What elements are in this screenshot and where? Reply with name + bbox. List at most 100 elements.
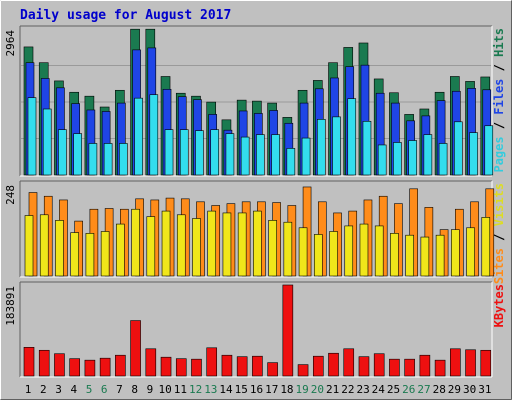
bar-kbytes-day-4 xyxy=(69,358,80,377)
bar-visits-day-11 xyxy=(176,214,186,277)
bar-pages-day-22 xyxy=(347,98,357,176)
bar-visits-day-13 xyxy=(207,210,217,277)
legend-1: / xyxy=(492,115,506,137)
chart-title: Daily usage for August 2017 xyxy=(20,8,231,23)
bar-visits-day-27 xyxy=(420,236,430,277)
bar-visits-day-1 xyxy=(24,215,34,277)
bar-kbytes-day-7 xyxy=(115,354,126,377)
bar-kbytes-day-18 xyxy=(282,284,294,377)
day-label-10: 10 xyxy=(159,383,172,396)
bar-pages-day-12 xyxy=(195,130,204,176)
series-legend: Pages / Files / Hits xyxy=(492,28,506,173)
legend-2: Files xyxy=(492,79,506,115)
bar-visits-day-29 xyxy=(451,229,460,277)
day-label-30: 30 xyxy=(463,383,476,396)
day-label-5: 5 xyxy=(86,383,93,396)
day-label-25: 25 xyxy=(387,383,400,396)
bar-kbytes-day-5 xyxy=(84,359,96,377)
day-label-14: 14 xyxy=(219,383,233,396)
bar-kbytes-day-25 xyxy=(389,358,400,377)
bar-kbytes-day-10 xyxy=(160,356,172,377)
bar-pages-day-28 xyxy=(438,143,448,176)
panel-kbytes: 183891 KBytes xyxy=(4,281,506,378)
day-label-20: 20 xyxy=(311,383,324,396)
day-label-26: 26 xyxy=(402,383,415,396)
day-label-17: 17 xyxy=(265,383,278,396)
bar-pages-day-6 xyxy=(103,143,113,176)
day-label-12: 12 xyxy=(189,383,202,396)
bar-pages-day-17 xyxy=(271,134,280,176)
bar-pages-day-11 xyxy=(179,129,189,176)
bar-kbytes-day-29 xyxy=(450,348,461,377)
day-label-2: 2 xyxy=(40,383,47,396)
bar-pages-day-31 xyxy=(484,125,494,176)
bar-kbytes-day-22 xyxy=(343,348,355,377)
bar-kbytes-day-16 xyxy=(252,355,263,377)
bar-kbytes-day-30 xyxy=(465,349,476,377)
bar-kbytes-day-17 xyxy=(267,362,278,377)
day-label-1: 1 xyxy=(25,383,32,396)
bar-visits-day-20 xyxy=(313,234,323,277)
bars xyxy=(24,186,495,277)
bar-kbytes-day-23 xyxy=(358,356,370,377)
day-label-19: 19 xyxy=(296,383,309,396)
day-label-4: 4 xyxy=(70,383,77,396)
legend-0: KBytes xyxy=(492,284,506,327)
bar-kbytes-day-14 xyxy=(221,354,233,377)
bar-kbytes-day-26 xyxy=(404,358,415,377)
day-label-9: 9 xyxy=(147,383,154,396)
bar-visits-day-17 xyxy=(268,220,277,277)
legend-3: / xyxy=(492,57,506,79)
bar-visits-day-21 xyxy=(329,231,338,277)
day-label-24: 24 xyxy=(372,383,386,396)
bar-pages-day-14 xyxy=(225,133,235,176)
bar-pages-day-13 xyxy=(210,129,220,176)
bars xyxy=(23,28,494,176)
legend-2: Visits xyxy=(492,183,506,226)
bar-visits-day-5 xyxy=(85,233,95,277)
day-label-31: 31 xyxy=(478,383,491,396)
bar-kbytes-day-24 xyxy=(373,353,385,377)
bar-kbytes-day-31 xyxy=(480,349,492,377)
day-labels: 1 2 3 4 5 6 7 8 9 10 11 12 13 14 15 16 17 18 19 20 21 22 23 24 2… xyxy=(25,383,492,396)
bar-kbytes-day-9 xyxy=(145,348,157,377)
bar-visits-day-4 xyxy=(70,232,79,277)
bar-visits-day-15 xyxy=(237,212,247,277)
day-label-18: 18 xyxy=(280,383,293,396)
bar-pages-day-2 xyxy=(42,108,52,176)
bar-visits-day-10 xyxy=(161,210,171,277)
bar-kbytes-day-13 xyxy=(206,347,218,377)
bar-kbytes-day-3 xyxy=(54,353,65,377)
bar-pages-day-3 xyxy=(58,129,67,176)
bar-visits-day-26 xyxy=(405,234,414,277)
day-label-22: 22 xyxy=(341,383,354,396)
bar-kbytes-day-21 xyxy=(328,352,339,377)
bar-kbytes-day-1 xyxy=(23,346,35,377)
bar-pages-day-27 xyxy=(423,134,433,176)
panel-visits-sites: 248 Sites / Visits xyxy=(4,180,506,284)
bar-visits-day-2 xyxy=(39,214,49,277)
bar-visits-day-7 xyxy=(116,223,125,277)
bar-kbytes-day-28 xyxy=(434,359,446,377)
bar-visits-day-25 xyxy=(390,233,399,277)
bar-pages-day-4 xyxy=(73,133,82,176)
bar-visits-day-16 xyxy=(253,210,262,277)
bar-visits-day-28 xyxy=(435,234,445,277)
bar-pages-day-5 xyxy=(88,143,98,176)
bar-kbytes-day-12 xyxy=(191,358,202,377)
bar-pages-day-25 xyxy=(393,142,402,176)
day-label-15: 15 xyxy=(235,383,248,396)
day-label-11: 11 xyxy=(174,383,187,396)
day-label-21: 21 xyxy=(326,383,339,396)
bar-visits-day-30 xyxy=(466,227,475,277)
day-label-16: 16 xyxy=(250,383,263,396)
day-label-3: 3 xyxy=(55,383,62,396)
series-legend: Sites / Visits xyxy=(492,183,506,284)
chart-panels: 2964 Pages / Files / Hits 248 Sites / Visit… xyxy=(4,25,506,378)
bar-kbytes-day-11 xyxy=(175,358,187,377)
bar-kbytes-day-20 xyxy=(312,355,324,377)
bar-visits-day-18 xyxy=(283,221,293,277)
legend-0: Pages xyxy=(492,136,506,172)
ymax-tick-label: 248 xyxy=(4,185,17,205)
